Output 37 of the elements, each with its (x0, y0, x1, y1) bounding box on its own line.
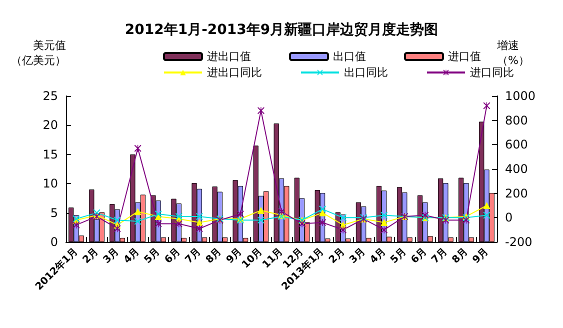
y2-tick-label: -200 (505, 235, 532, 249)
x-tick-label: 2月 (80, 246, 101, 266)
x-tick-label: 3月 (348, 246, 368, 266)
x-tick-label: 6月 (409, 246, 430, 266)
y-tick-label: 10 (42, 176, 58, 191)
y2-tick-label: 0 (505, 210, 513, 225)
x-tick-label: 4月 (122, 246, 142, 266)
legend-label: 进口值 (448, 50, 481, 63)
y2-axis-title: 增速（%） (496, 39, 530, 67)
x-tick-label: 7月 (430, 246, 450, 266)
y-tick-label: 20 (42, 118, 58, 132)
y2-tick-label: 600 (505, 138, 528, 152)
y-tick-label: 5 (50, 206, 58, 220)
y2-tick-label: 200 (505, 186, 528, 200)
chart-title: 2012年1月-2013年9月新疆口岸边贸月度走势图 (124, 21, 438, 38)
x-tick-label: 7月 (184, 246, 204, 266)
legend-label: 出口同比 (344, 66, 388, 79)
x-tick-label: 5月 (142, 246, 162, 266)
legend-label: 出口值 (333, 50, 366, 63)
legend-label: 进口同比 (470, 66, 514, 79)
y-tick-label: 0 (50, 235, 58, 249)
legend-label: 进出口同比 (207, 66, 262, 79)
y2-tick-label: 1000 (505, 89, 536, 103)
x-tick-label: 8月 (450, 246, 470, 266)
x-tick-label: 6月 (163, 246, 183, 266)
x-tick-label: 3月 (101, 246, 122, 266)
x-tick-label: 8月 (204, 246, 224, 266)
x-tick-label: 2月 (327, 246, 347, 266)
y2-tick-label: 800 (505, 113, 528, 128)
y-tick-label: 25 (42, 89, 58, 103)
x-tick-label: 5月 (388, 246, 409, 266)
y2-tick-label: 400 (505, 162, 528, 176)
legend-label: 进出口值 (207, 50, 251, 63)
y-axis-title: 美元值（亿美元） (11, 39, 66, 67)
y-tick-label: 15 (42, 147, 58, 162)
x-tick-label: 4月 (368, 246, 388, 266)
x-tick-label: 9月 (470, 246, 491, 266)
